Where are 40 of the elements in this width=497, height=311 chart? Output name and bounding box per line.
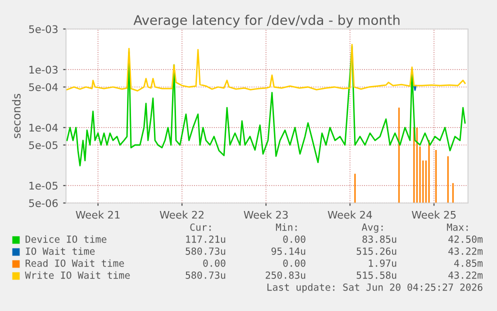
y-tick-label: 5e-05 [29, 141, 58, 150]
text: 43.22m [448, 271, 483, 279]
legend-label: Device IO time [26, 235, 106, 243]
text: Cur: [190, 223, 211, 231]
legend-label: Write IO Wait time [25, 271, 130, 279]
y-tick-label: 5e-06 [29, 199, 58, 208]
x-tick-label: Week 21 [76, 210, 120, 219]
text: 250.83u [266, 271, 306, 279]
text: Last update: Sat Jun 20 04:25:27 2026 [267, 283, 482, 293]
text: 580.73u [186, 247, 226, 255]
text: Min: [276, 223, 297, 231]
text: 580.73u [186, 271, 226, 279]
x-tick-label: Week 22 [160, 210, 204, 219]
text: 515.26u [356, 247, 396, 255]
y-tick-label: 1e-04 [29, 124, 58, 132]
text: 42.50m [448, 235, 483, 243]
text: 0.00 [283, 259, 306, 267]
line-series [66, 44, 466, 92]
x-tick-label: Week 24 [328, 210, 372, 219]
y-tick-label: 5e-03 [29, 25, 58, 34]
text: 83.85u [362, 235, 396, 243]
text: Avg: [362, 224, 383, 233]
chart-title: Average latency for /dev/vda - by month [134, 14, 400, 28]
y-tick-label: 5e-04 [29, 83, 58, 92]
text: 0.00 [203, 259, 226, 267]
text: Max: [446, 224, 468, 231]
text: 43.22m [448, 247, 483, 255]
x-tick-label: Week 25 [412, 210, 456, 219]
text: 515.58u [356, 271, 396, 279]
legend-label: IO Wait time [26, 247, 95, 255]
legend-label: Read IO Wait time [26, 259, 124, 267]
y-tick-label: 1e-03 [29, 66, 58, 74]
x-tick-label: Week 23 [244, 210, 288, 219]
y-axis-title: seconds [12, 94, 21, 138]
text: 117.21u [186, 235, 226, 243]
text: 0.00 [283, 235, 306, 243]
text: 4.85m [454, 259, 483, 267]
text: 1.97u [368, 259, 396, 267]
y-tick-label: 1e-05 [29, 182, 58, 190]
text: 95.14u [271, 247, 306, 255]
